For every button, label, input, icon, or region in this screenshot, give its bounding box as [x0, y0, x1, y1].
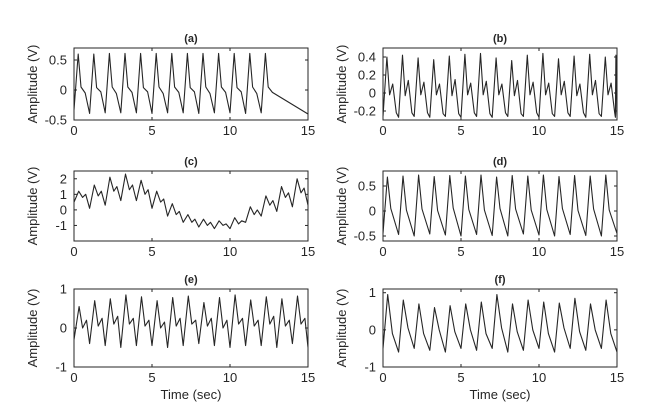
y-tick-label: 1: [60, 187, 67, 202]
y-tick-label: 0.2: [358, 68, 376, 83]
x-axis-label: Time (sec): [161, 387, 222, 402]
panel-title: (f): [495, 274, 506, 286]
y-tick-label: 0: [60, 83, 67, 98]
panel-title: (c): [184, 156, 198, 168]
x-tick-label: 0: [379, 123, 386, 138]
x-tick-label: 10: [223, 123, 237, 138]
x-tick-label: 0: [70, 123, 77, 138]
y-axis-label: Amplitude (V): [25, 167, 40, 246]
y-tick-label: -0.5: [45, 113, 67, 128]
x-tick-label: 15: [301, 370, 315, 385]
y-axis-label: Amplitude (V): [334, 167, 349, 246]
x-axis-label: Time (sec): [470, 387, 531, 402]
plot-frame: [73, 47, 309, 121]
x-tick-label: 0: [379, 244, 386, 259]
y-tick-label: 0: [369, 86, 376, 101]
x-tick-label: 15: [610, 123, 624, 138]
x-tick-label: 15: [301, 244, 315, 259]
x-tick-label: 0: [70, 370, 77, 385]
series-line: [382, 174, 618, 237]
x-tick-label: 5: [457, 370, 464, 385]
y-tick-label: 0: [369, 322, 376, 337]
y-axis-label: Amplitude (V): [334, 289, 349, 368]
plot-frame: [382, 288, 618, 368]
y-tick-label: 0: [60, 321, 67, 336]
x-tick-label: 5: [457, 123, 464, 138]
series-line: [73, 52, 309, 115]
y-axis-label: Amplitude (V): [334, 45, 349, 124]
panel-title: (d): [493, 156, 507, 168]
plot-frame: [73, 170, 309, 242]
y-axis-label: Amplitude (V): [25, 289, 40, 368]
x-tick-label: 10: [532, 123, 546, 138]
y-tick-label: -1: [55, 218, 67, 233]
x-tick-label: 10: [532, 244, 546, 259]
series-line: [382, 52, 618, 118]
panel-title: (b): [493, 33, 507, 45]
y-axis-label: Amplitude (V): [25, 45, 40, 124]
y-tick-label: 0.5: [49, 53, 67, 68]
panel-title: (a): [184, 33, 198, 45]
y-tick-label: -1: [364, 360, 376, 375]
y-tick-label: 1: [60, 282, 67, 297]
y-tick-label: 0: [60, 202, 67, 217]
series-line: [382, 294, 618, 353]
x-tick-label: 10: [532, 370, 546, 385]
y-tick-label: -1: [55, 360, 67, 375]
panel-title: (e): [184, 274, 198, 286]
y-tick-label: -0.5: [354, 229, 376, 244]
x-tick-label: 0: [70, 244, 77, 259]
x-tick-label: 5: [148, 370, 155, 385]
x-tick-label: 15: [301, 123, 315, 138]
x-tick-label: 5: [148, 123, 155, 138]
series-line: [73, 294, 309, 349]
y-tick-label: -0.2: [354, 104, 376, 119]
y-tick-label: 1: [369, 285, 376, 300]
x-tick-label: 10: [223, 244, 237, 259]
x-tick-label: 5: [457, 244, 464, 259]
x-tick-label: 0: [379, 370, 386, 385]
plot-frame: [73, 288, 309, 368]
y-tick-label: 0.5: [358, 179, 376, 194]
y-tick-label: 2: [60, 171, 67, 186]
x-tick-label: 15: [610, 370, 624, 385]
x-tick-label: 10: [223, 370, 237, 385]
y-tick-label: 0.4: [358, 50, 376, 65]
y-tick-label: 0: [369, 204, 376, 219]
series-line: [73, 173, 309, 230]
x-tick-label: 15: [610, 244, 624, 259]
x-tick-label: 5: [148, 244, 155, 259]
